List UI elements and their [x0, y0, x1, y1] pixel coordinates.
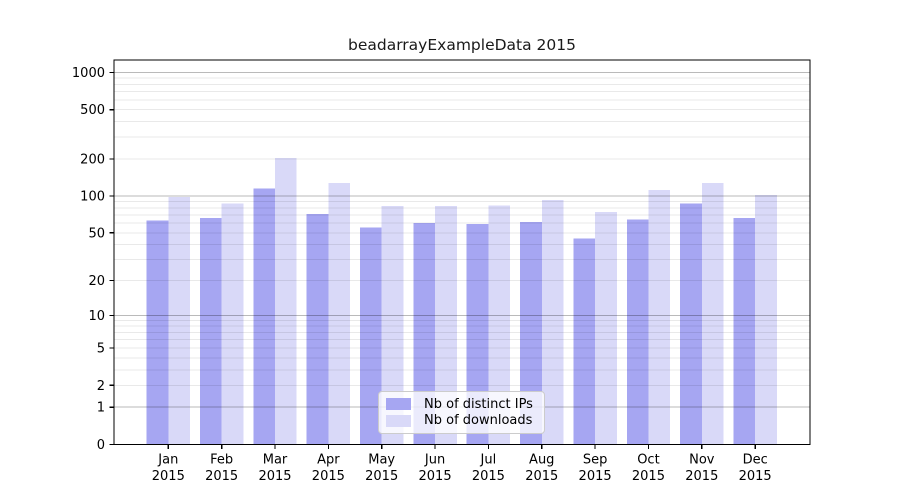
bar-ips-jun — [413, 223, 436, 445]
x-tick-label-month: Dec — [743, 453, 768, 468]
legend-label-downloads: Nb of downloads — [424, 413, 533, 429]
y-tick-label: 5 — [97, 342, 105, 357]
legend-item-distinct-ips: Nb of distinct IPs — [386, 396, 536, 413]
x-tick-label-year: 2015 — [419, 469, 452, 484]
bar-ips-dec — [733, 218, 756, 445]
x-tick-label-month: Aug — [529, 453, 554, 468]
x-tick-label-year: 2015 — [632, 469, 665, 484]
plot-border — [113, 59, 811, 446]
bar-downloads-jul — [488, 205, 511, 445]
x-tick-label-month: Nov — [689, 453, 715, 468]
legend-label-distinct-ips: Nb of distinct IPs — [424, 396, 533, 412]
y-tick-label: 20 — [88, 274, 105, 289]
x-tick-label-month: Jul — [480, 453, 497, 468]
bar-ips-apr — [306, 214, 329, 445]
bar-downloads-oct — [648, 189, 671, 445]
y-tick-label: 2 — [97, 379, 105, 394]
y-tick-label: 500 — [80, 103, 105, 118]
x-tick-label-year: 2015 — [525, 469, 558, 484]
bar-ips-jul — [466, 224, 489, 445]
bar-downloads-nov — [701, 182, 724, 445]
x-tick-label-year: 2015 — [739, 469, 772, 484]
legend-swatch-distinct-ips — [386, 398, 411, 411]
bar-ips-may — [360, 227, 382, 445]
y-tick-label: 10 — [88, 309, 105, 324]
bar-downloads-sep — [595, 211, 617, 445]
y-tick-label: 100 — [80, 189, 105, 204]
bar-downloads-apr — [328, 183, 351, 445]
bar-downloads-dec — [755, 194, 777, 445]
x-tick-label-year: 2015 — [579, 469, 612, 484]
legend-item-downloads: Nb of downloads — [386, 413, 536, 430]
bar-downloads-feb — [221, 203, 244, 445]
x-tick-label-month: Mar — [263, 453, 288, 468]
x-tick-label-month: Sep — [583, 453, 608, 468]
y-tick-label: 1 — [97, 401, 105, 416]
bar-downloads-mar — [275, 157, 297, 445]
bar-ips-feb — [199, 218, 222, 445]
x-tick-label-month: May — [368, 453, 395, 468]
x-tick-label-month: Oct — [637, 453, 659, 468]
x-tick-label-month: Apr — [317, 453, 340, 468]
x-tick-label-month: Feb — [210, 453, 233, 468]
legend-swatch-downloads — [386, 414, 411, 427]
x-tick-label-year: 2015 — [312, 469, 345, 484]
bar-ips-jan — [146, 220, 169, 445]
bar-downloads-jan — [168, 197, 190, 445]
x-tick-label-month: Jun — [424, 453, 445, 468]
x-tick-label-year: 2015 — [258, 469, 291, 484]
chart-title: beadarrayExampleData 2015 — [348, 36, 576, 54]
bar-downloads-may — [381, 205, 404, 445]
bar-downloads-jun — [435, 205, 457, 445]
x-tick-label-year: 2015 — [472, 469, 505, 484]
x-tick-label-year: 2015 — [205, 469, 238, 484]
bar-ips-sep — [573, 238, 596, 445]
x-tick-label-month: Jan — [157, 453, 178, 468]
y-tick-label: 0 — [97, 438, 105, 453]
x-tick-label-year: 2015 — [685, 469, 718, 484]
y-tick-label: 50 — [88, 226, 105, 241]
y-tick-label: 200 — [80, 152, 105, 167]
x-tick-label-year: 2015 — [365, 469, 398, 484]
legend: Nb of distinct IPs Nb of downloads — [378, 391, 545, 434]
bar-ips-nov — [680, 203, 702, 445]
x-tick-label-year: 2015 — [152, 469, 185, 484]
bar-downloads-aug — [541, 199, 564, 445]
bar-ips-mar — [253, 188, 275, 445]
bar-ips-oct — [626, 219, 649, 445]
y-tick-label: 1000 — [72, 66, 105, 81]
bar-ips-aug — [520, 222, 542, 445]
